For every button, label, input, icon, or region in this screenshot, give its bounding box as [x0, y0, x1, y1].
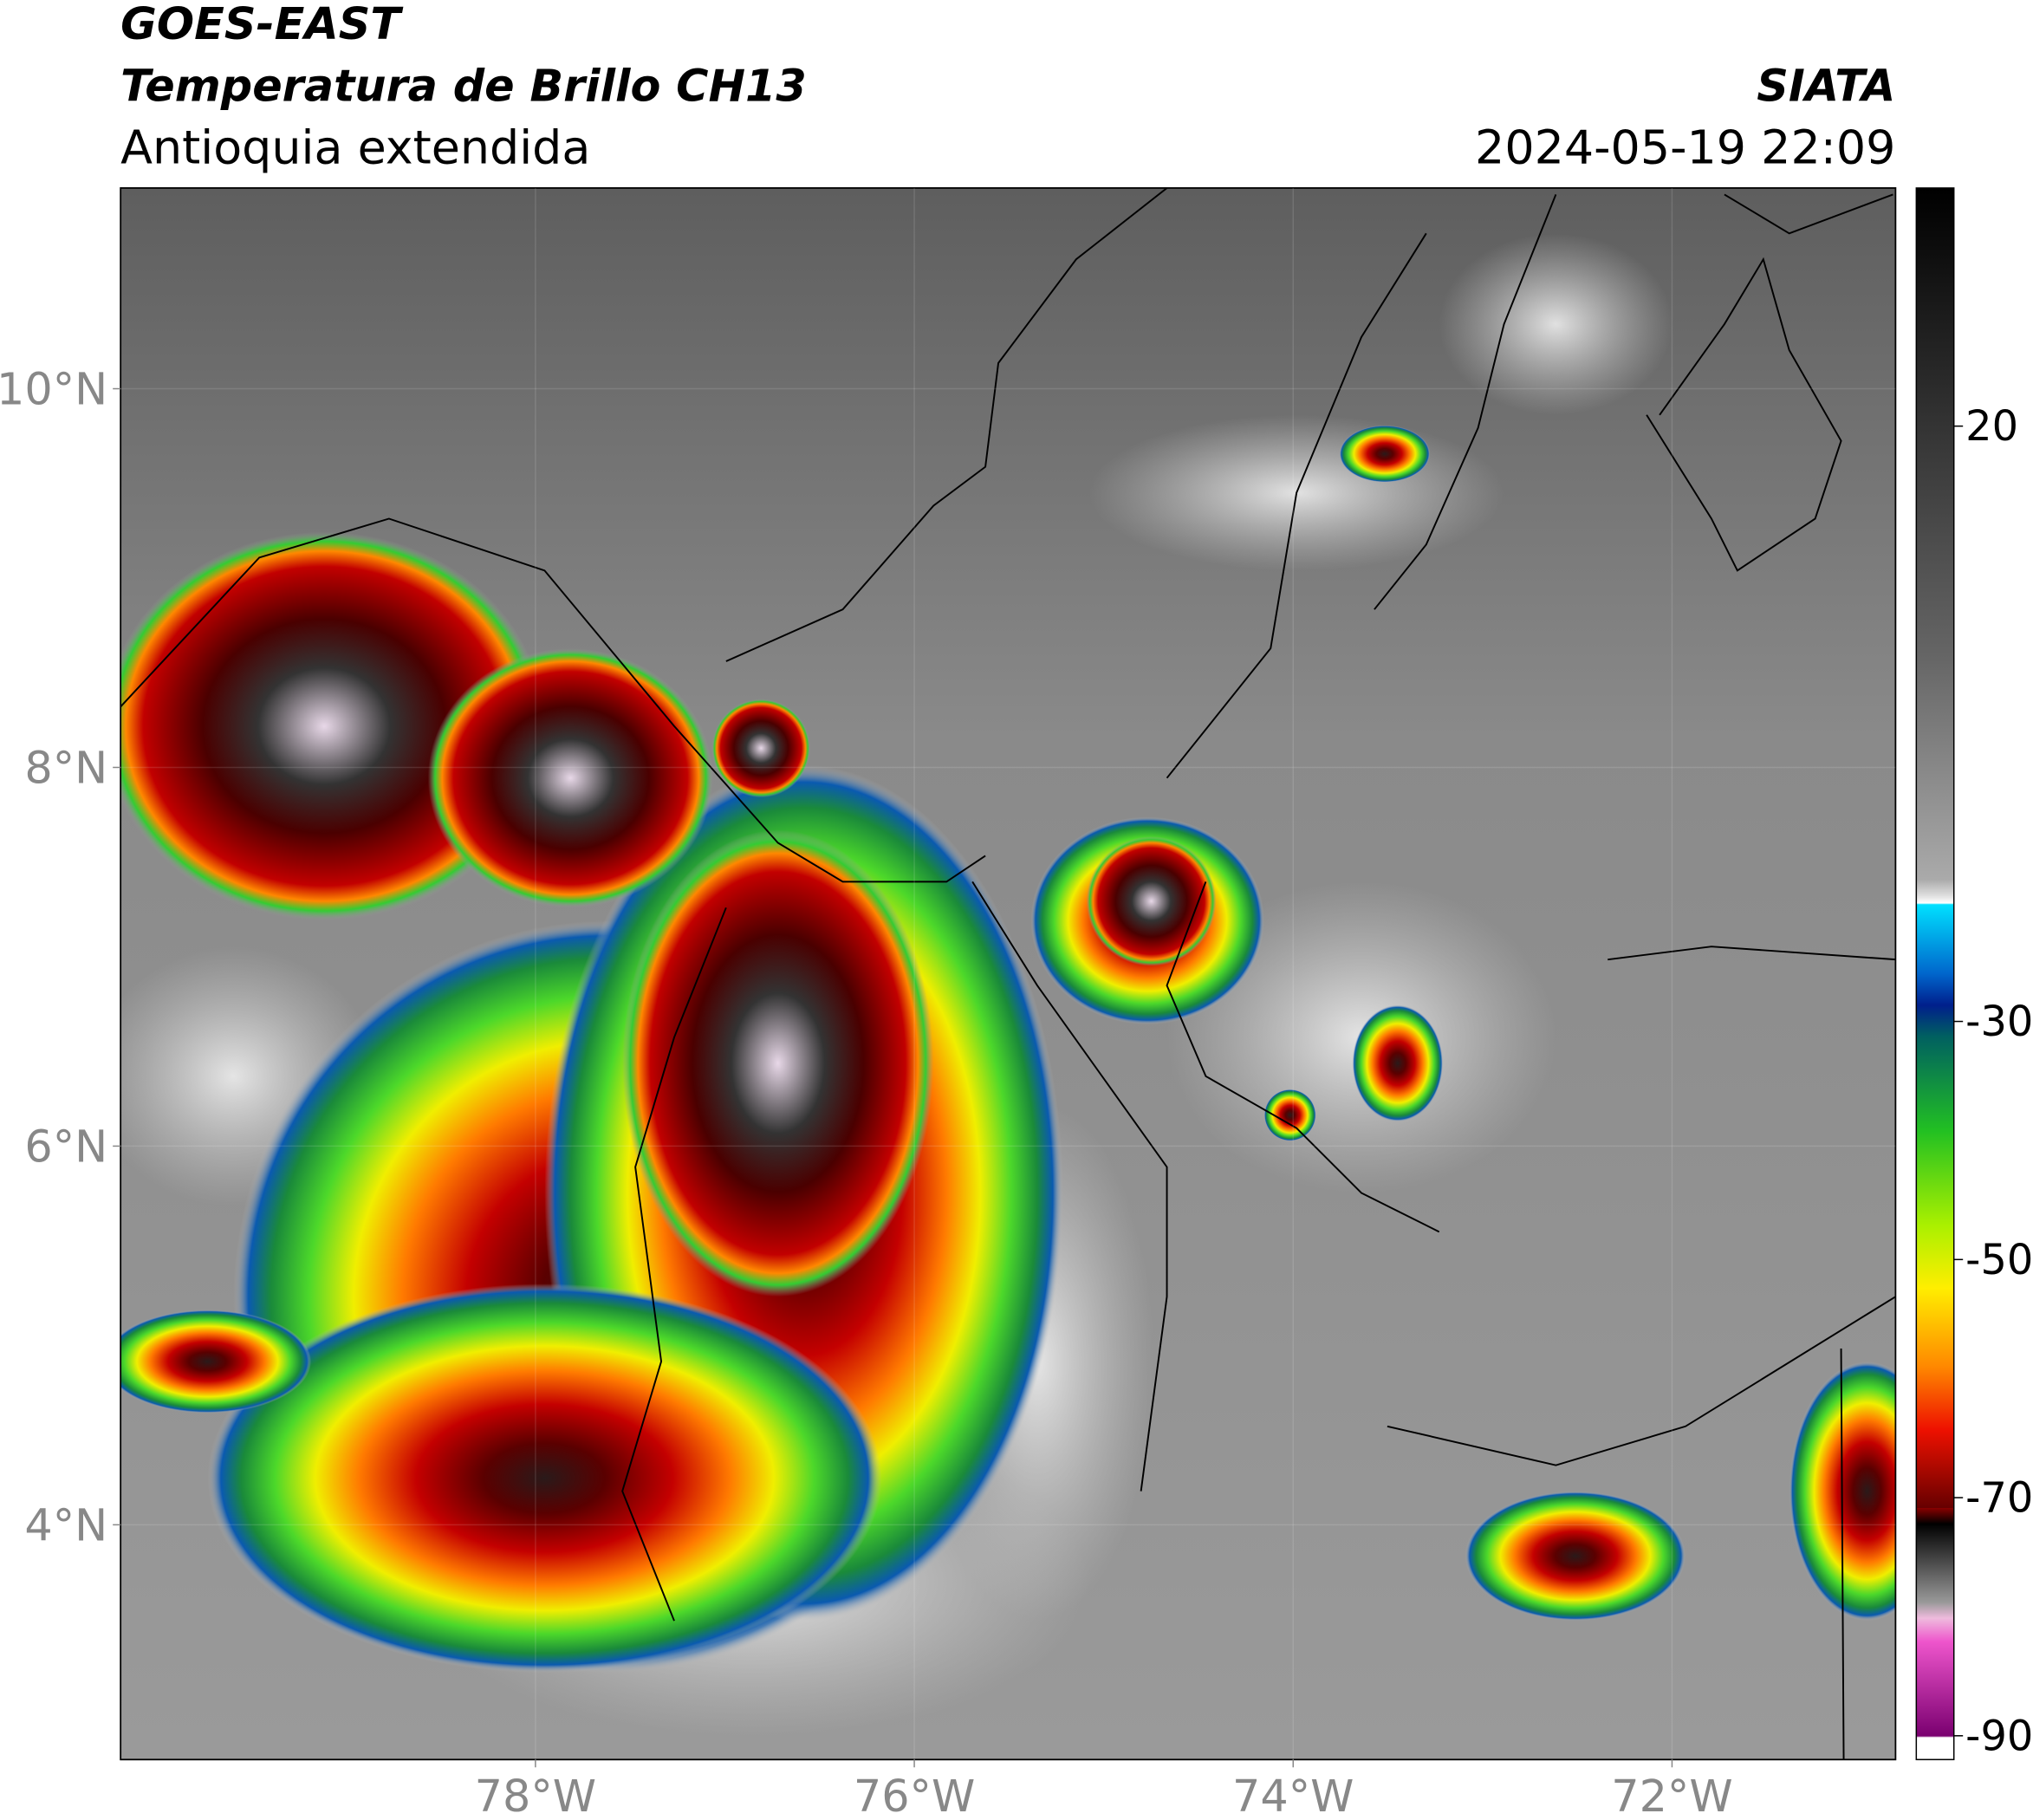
colorbar-tick-label: -90 [1965, 1713, 2033, 1760]
region: Antioquia extendida [120, 120, 590, 175]
x-tick-label: 78°W [475, 1771, 596, 1820]
map-frame [120, 187, 1897, 1761]
ticks: 78°W 76°W 74°W 72°W 4°N 6°N 8°N 10°N 20 -30 -50 -70… [0, 187, 2033, 1820]
source: SIATA [1757, 61, 1895, 112]
x-tick-label: 74°W [1232, 1771, 1354, 1820]
colorbar [1915, 187, 1955, 1761]
x-tick-label: 72°W [1611, 1771, 1732, 1820]
y-tick-label: 4°N [24, 1499, 107, 1550]
colorbar-tick-label: -70 [1965, 1475, 2033, 1523]
datetime: 2024-05-19 22:09 [1475, 120, 1895, 175]
subtitle: Temperatura de Brillo CH13 [120, 61, 807, 112]
y-tick-label: 10°N [0, 363, 107, 414]
title: GOES-EAST [120, 0, 404, 49]
y-tick-label: 8°N [24, 742, 107, 793]
x-tick-label: 76°W [854, 1771, 975, 1820]
colorbar-tick-label: 20 [1965, 403, 2018, 451]
y-tick-label: 6°N [24, 1121, 107, 1172]
colorbar-tick-label: -30 [1965, 998, 2033, 1046]
satellite-image [120, 187, 1896, 1760]
colorbar-tick-label: -50 [1965, 1237, 2033, 1284]
